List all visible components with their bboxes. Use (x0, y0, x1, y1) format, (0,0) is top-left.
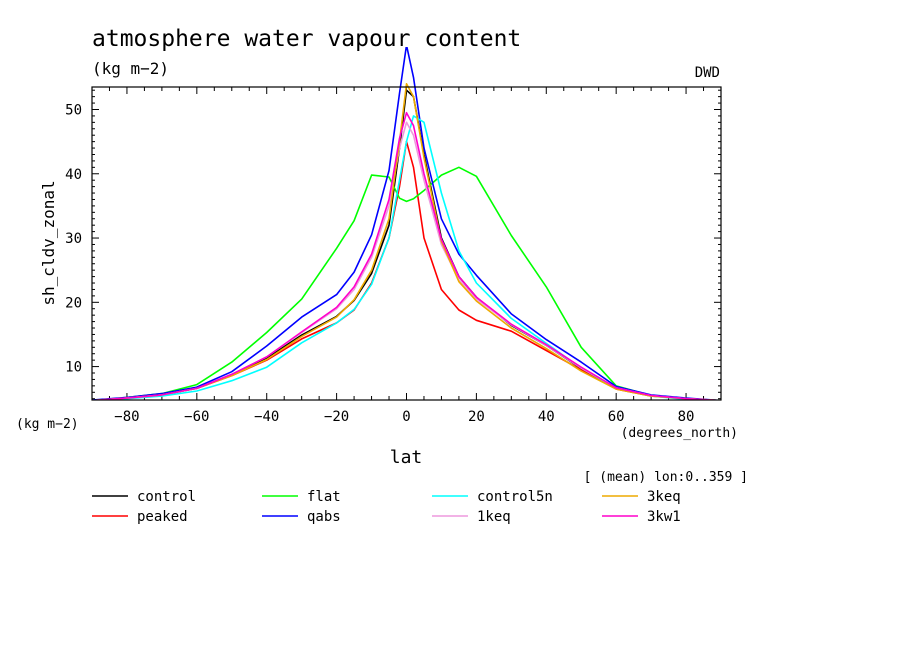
x-tick-label: 20 (468, 409, 485, 425)
x-unit-label: (degrees_north) (621, 426, 738, 441)
legend-label-control5n: control5n (477, 489, 553, 505)
x-axis-label: lat (390, 447, 423, 468)
x-tick-label: −60 (184, 409, 209, 425)
x-tick-label: 60 (608, 409, 625, 425)
x-tick-label: 80 (678, 409, 695, 425)
series-line-3keq (92, 83, 721, 400)
y-tick-label: 10 (65, 360, 82, 376)
legend-label-peaked: peaked (137, 509, 188, 525)
legend-label-3keq: 3keq (647, 489, 681, 505)
series-line-control (92, 89, 721, 400)
plot-frame (91, 86, 722, 401)
series-line-1keq (92, 121, 721, 400)
source-tag: DWD (695, 65, 720, 81)
chart-subtitle: (kg m−2) (92, 59, 169, 78)
legend-label-3kw1: 3kw1 (647, 509, 681, 525)
legend-label-flat: flat (307, 489, 341, 505)
y-tick-label: 30 (65, 231, 82, 247)
x-tick-label: 40 (538, 409, 555, 425)
legend-label-1keq: 1keq (477, 509, 511, 525)
x-tick-label: 0 (402, 409, 410, 425)
series-line-peaked (92, 140, 721, 400)
series-line-flat (92, 166, 721, 400)
chart-title: atmosphere water vapour content (92, 26, 521, 52)
series-line-qabs (92, 47, 721, 400)
x-tick-label: −20 (324, 409, 349, 425)
y-axis-label: sh_cldv_zonal (39, 180, 58, 305)
y-unit-label: (kg m−2) (16, 417, 79, 432)
x-tick-label: −40 (254, 409, 279, 425)
y-tick-label: 50 (65, 102, 82, 118)
legend-label-control: control (137, 489, 196, 505)
series-line-control5n (98, 115, 712, 400)
series-line-3kw1 (92, 111, 721, 400)
mean-note: [ (mean) lon:0..359 ] (584, 470, 748, 485)
legend-label-qabs: qabs (307, 509, 341, 525)
y-tick-label: 40 (65, 167, 82, 183)
x-tick-label: −80 (114, 409, 139, 425)
y-tick-label: 20 (65, 295, 82, 311)
